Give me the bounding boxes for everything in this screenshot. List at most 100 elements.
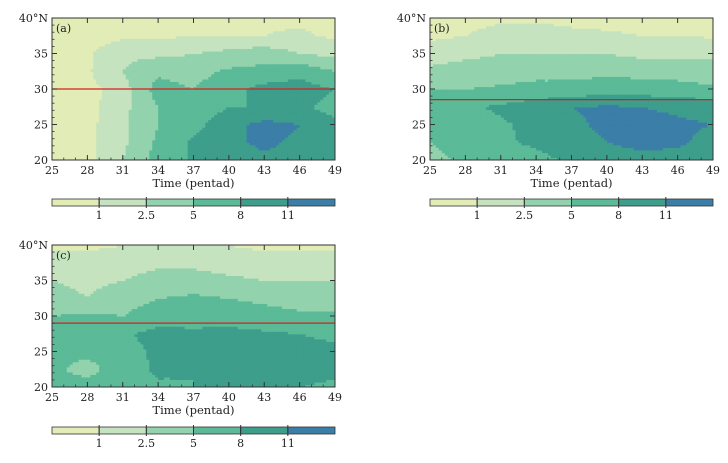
heatmap-cell xyxy=(81,45,86,50)
heatmap-cell xyxy=(278,81,283,85)
heatmap-cell xyxy=(205,35,209,39)
heatmap-cell xyxy=(108,132,112,136)
heatmap-cell xyxy=(158,83,162,88)
heatmap-cell xyxy=(78,33,83,37)
heatmap-cell xyxy=(302,91,307,95)
heatmap-cell xyxy=(249,76,254,80)
heatmap-cell xyxy=(131,78,136,82)
heatmap-cell xyxy=(128,61,133,65)
heatmap-cell xyxy=(246,127,251,131)
heatmap-cell xyxy=(249,132,254,136)
heatmap-cell xyxy=(131,91,136,95)
heatmap-cell xyxy=(246,114,251,118)
heatmap-cell xyxy=(228,86,233,90)
heatmap-cell xyxy=(270,76,274,80)
heatmap-cell xyxy=(134,96,139,100)
heatmap-cell xyxy=(284,96,289,100)
heatmap-cell xyxy=(284,35,289,39)
heatmap-cell xyxy=(164,43,168,47)
heatmap-cell xyxy=(220,81,224,85)
heatmap-cell xyxy=(317,119,321,123)
heatmap-cell xyxy=(78,121,83,126)
heatmap-cell xyxy=(252,81,257,85)
heatmap-cell xyxy=(278,58,283,62)
heatmap-cell xyxy=(299,66,304,70)
heatmap-cell xyxy=(66,127,71,131)
heatmap-cell xyxy=(214,152,218,156)
heatmap-cell xyxy=(128,66,133,70)
heatmap-cell xyxy=(208,63,212,67)
heatmap-cell xyxy=(140,94,144,98)
heatmap-cell xyxy=(166,53,171,57)
heatmap-cell xyxy=(175,152,180,156)
heatmap-cell xyxy=(169,149,174,153)
heatmap-cell xyxy=(87,137,91,141)
heatmap-cell xyxy=(299,134,304,138)
heatmap-cell xyxy=(84,157,88,160)
heatmap-cell xyxy=(202,35,206,39)
heatmap-cell xyxy=(284,71,289,75)
heatmap-cell xyxy=(116,38,121,42)
heatmap-cell xyxy=(211,99,215,103)
heatmap-cell xyxy=(134,152,139,156)
heatmap-cell xyxy=(205,139,209,143)
heatmap-cell xyxy=(149,157,153,160)
heatmap-cell xyxy=(164,99,168,103)
heatmap-cell xyxy=(240,96,245,100)
heatmap-cell xyxy=(317,81,321,85)
heatmap-cell xyxy=(205,154,209,159)
heatmap-cell xyxy=(222,144,227,148)
heatmap-cell xyxy=(329,63,333,67)
heatmap-cell xyxy=(264,43,268,47)
heatmap-cell xyxy=(178,40,183,44)
heatmap-cell xyxy=(320,132,324,136)
heatmap-cell xyxy=(267,91,271,95)
heatmap-cell xyxy=(99,139,103,143)
heatmap-cell xyxy=(63,81,68,85)
heatmap-cell xyxy=(60,38,65,42)
heatmap-cell xyxy=(143,33,147,37)
heatmap-cell xyxy=(164,134,168,138)
heatmap-cell xyxy=(108,45,112,50)
heatmap-cell xyxy=(134,109,139,113)
heatmap-cell xyxy=(81,73,86,77)
heatmap-cell xyxy=(93,124,97,128)
heatmap-cell xyxy=(225,144,230,148)
heatmap-cell xyxy=(87,30,91,34)
heatmap-cell xyxy=(243,58,248,62)
heatmap-cell xyxy=(66,38,71,42)
heatmap-cell xyxy=(231,99,236,103)
heatmap-cell xyxy=(125,83,130,88)
heatmap-cell xyxy=(134,58,139,62)
heatmap-cell xyxy=(202,147,206,151)
heatmap-cell xyxy=(231,119,236,123)
heatmap-cell xyxy=(110,91,115,95)
heatmap-cell xyxy=(228,45,233,50)
heatmap-cell xyxy=(302,38,307,42)
heatmap-cell xyxy=(193,154,198,159)
heatmap-cell xyxy=(184,121,189,126)
heatmap-cell xyxy=(258,76,262,80)
heatmap-cell xyxy=(273,48,277,52)
heatmap-cell xyxy=(72,119,77,123)
heatmap-cell xyxy=(273,63,277,67)
heatmap-cell xyxy=(284,154,289,159)
heatmap-cell xyxy=(52,40,56,44)
heatmap-cell xyxy=(276,96,280,100)
heatmap-cell xyxy=(314,124,318,128)
heatmap-cell xyxy=(278,101,283,105)
heatmap-cell xyxy=(66,76,71,80)
heatmap-cell xyxy=(308,35,313,39)
heatmap-cell xyxy=(240,94,245,98)
heatmap-cell xyxy=(66,111,71,115)
heatmap-cell xyxy=(75,124,80,128)
heatmap-cell xyxy=(137,86,142,90)
heatmap-cell xyxy=(102,91,106,95)
heatmap-cell xyxy=(299,114,304,118)
heatmap-cell xyxy=(152,66,156,70)
heatmap-cell xyxy=(222,56,227,60)
heatmap-cell xyxy=(57,53,62,57)
heatmap-cell xyxy=(205,50,209,55)
heatmap-cell xyxy=(155,121,159,126)
heatmap-cell xyxy=(75,53,80,57)
